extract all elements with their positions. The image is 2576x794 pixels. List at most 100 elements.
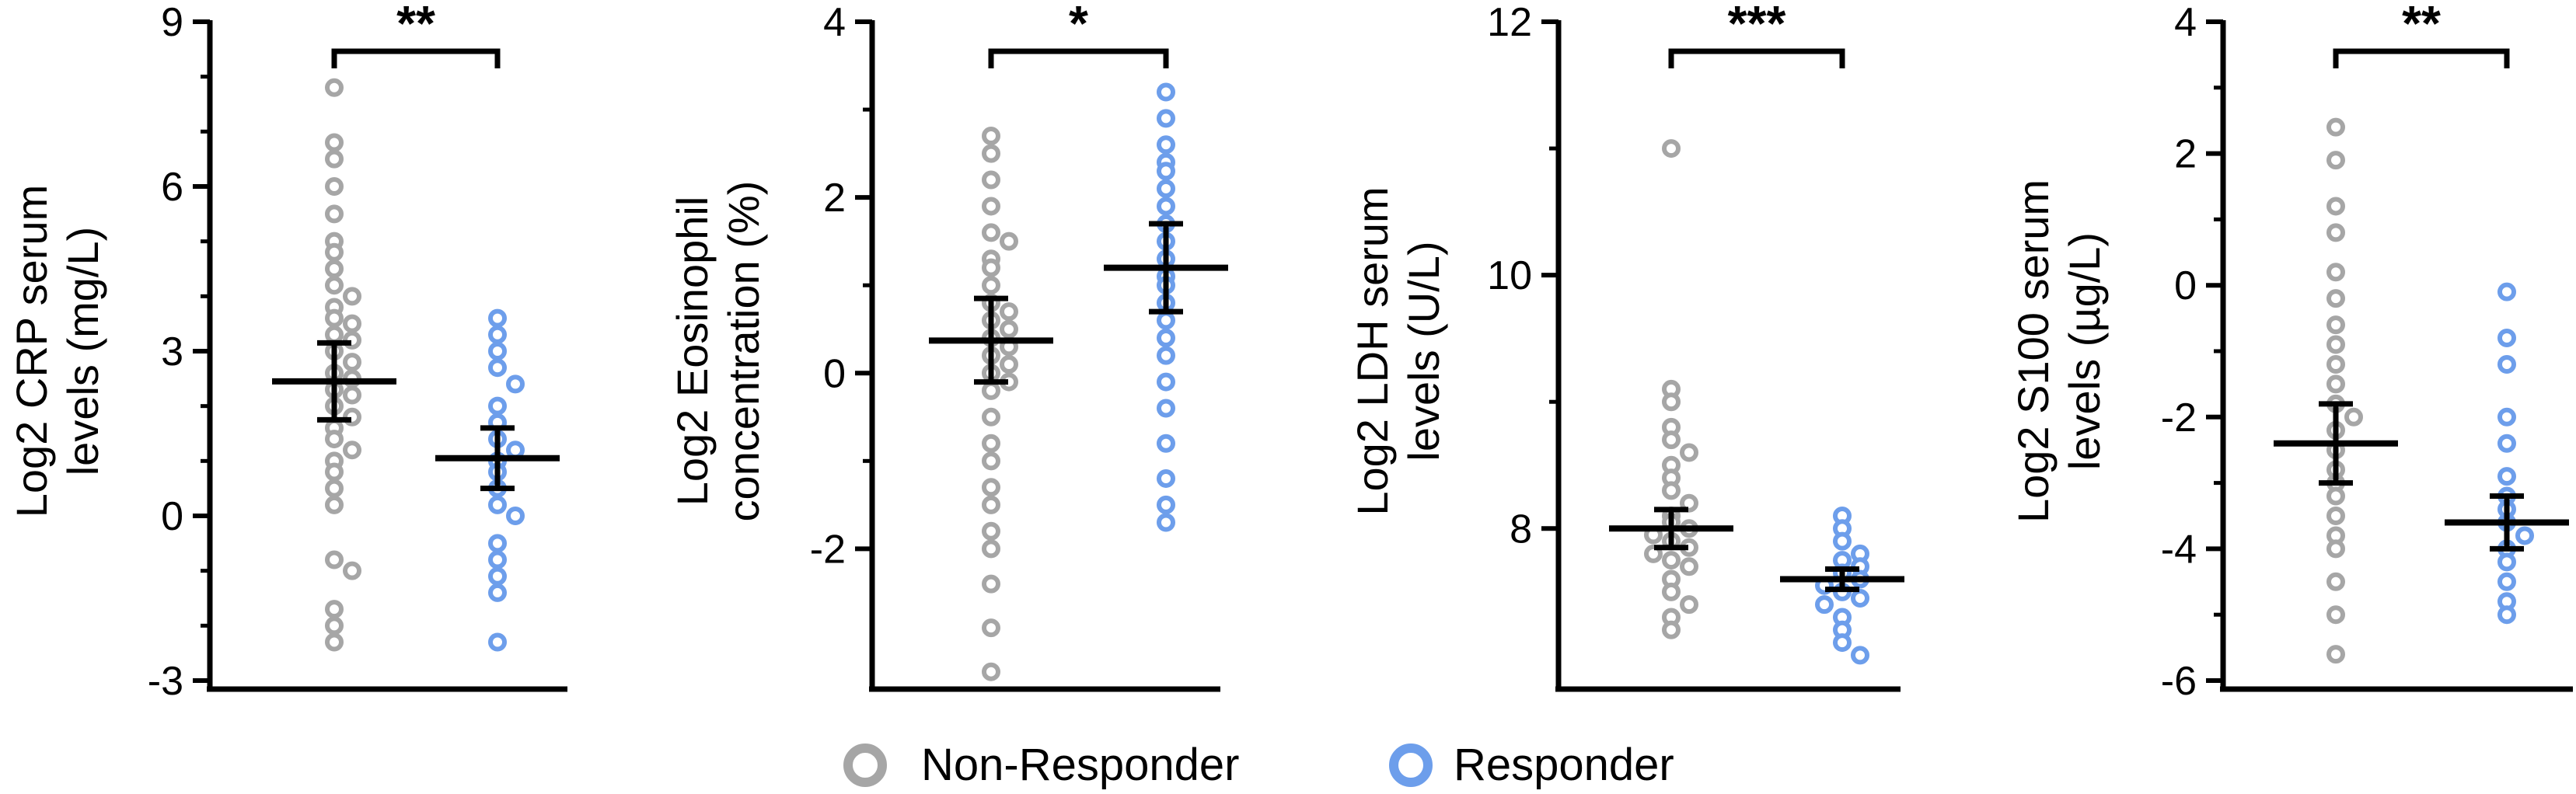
data-point — [2326, 507, 2345, 525]
data-point — [488, 308, 507, 328]
data-point — [1000, 302, 1018, 322]
legend-marker-non-responder — [843, 744, 887, 787]
panel-3: 8 10 12 Log2 LDH serumlevels (U/L) *** — [1348, 0, 1904, 692]
data-point — [982, 381, 1000, 400]
data-point — [2515, 526, 2534, 545]
y-tick-label: -2 — [810, 527, 846, 572]
data-point — [325, 204, 344, 224]
y-tick-label: 0 — [823, 351, 846, 396]
data-point — [982, 223, 1000, 242]
panel-4: -6 -4 -2 0 2 4 Log2 S100 serumlevels (µg/L) ** — [2009, 0, 2573, 704]
y-tick-label: -3 — [148, 659, 183, 704]
data-point — [325, 242, 344, 262]
y-axis-label: Log2 Eosinophilconcentration (%) — [668, 181, 768, 522]
y-axis-label: Log2 LDH serumlevels (U/L) — [1348, 186, 1448, 515]
data-point — [506, 374, 525, 394]
y-tick-label: 10 — [1487, 253, 1532, 298]
data-point — [982, 126, 1000, 145]
significance-label: * — [1069, 0, 1088, 51]
data-point — [1157, 346, 1175, 365]
y-axis-label: Log2 CRP serumlevels (mg/L) — [7, 185, 107, 518]
data-point — [325, 177, 344, 196]
data-point — [982, 451, 1000, 471]
data-point — [982, 478, 1000, 497]
significance-bracket — [988, 48, 1169, 68]
data-point — [325, 616, 344, 636]
data-point — [2497, 282, 2516, 301]
y-tick-label: -4 — [2161, 527, 2197, 572]
data-point — [982, 170, 1000, 190]
data-point — [325, 149, 344, 169]
data-point — [2497, 605, 2516, 625]
data-point — [325, 632, 344, 652]
data-point — [1644, 544, 1663, 563]
data-point — [1662, 139, 1681, 158]
data-point — [2344, 407, 2363, 427]
data-point — [982, 276, 1000, 295]
data-point — [343, 314, 361, 333]
data-point — [325, 600, 344, 619]
data-point — [343, 385, 361, 405]
data-point — [982, 197, 1000, 216]
data-point — [2497, 354, 2516, 374]
data-point — [2326, 335, 2345, 354]
data-point — [488, 495, 507, 514]
data-point — [1680, 595, 1698, 615]
y-tick-label: -6 — [2161, 659, 2197, 704]
data-point — [2497, 329, 2516, 348]
data-point — [2497, 467, 2516, 486]
significance-label: ** — [396, 0, 435, 51]
significance-bracket — [2333, 48, 2510, 68]
y-tick-label: 6 — [161, 165, 183, 210]
y-tick-label: 3 — [161, 329, 183, 374]
data-point — [506, 441, 525, 460]
data-point — [325, 308, 344, 328]
y-tick-label: 0 — [161, 494, 183, 539]
data-point — [488, 534, 507, 553]
y-axis-label-line: Log2 CRP serum — [7, 185, 56, 518]
data-point — [488, 583, 507, 602]
data-point — [343, 353, 361, 372]
data-point — [488, 632, 507, 652]
data-point — [2326, 605, 2345, 625]
significance-bracket — [331, 48, 501, 68]
data-point — [1157, 82, 1175, 102]
data-point — [1833, 531, 1852, 551]
y-tick-label: 12 — [1487, 0, 1532, 45]
data-point — [2326, 289, 2345, 308]
data-point — [1157, 162, 1175, 181]
data-point — [1662, 392, 1681, 412]
data-point — [1662, 481, 1681, 500]
data-point — [2326, 117, 2345, 137]
data-point — [982, 618, 1000, 638]
y-axis-label-line: levels (µg/L) — [2060, 232, 2109, 470]
data-point — [1680, 443, 1698, 462]
data-point — [343, 441, 361, 460]
data-point — [1157, 135, 1175, 155]
data-point — [1157, 513, 1175, 532]
data-point — [488, 396, 507, 416]
legend: Non-Responder Responder — [843, 740, 1674, 790]
data-point — [982, 407, 1000, 427]
data-point — [488, 358, 507, 378]
data-point — [1157, 434, 1175, 453]
data-point — [1000, 232, 1018, 251]
data-point — [2497, 407, 2516, 427]
data-point — [1157, 399, 1175, 418]
legend-label-responder: Responder — [1454, 740, 1674, 790]
data-point — [488, 342, 507, 360]
data-point — [2326, 572, 2345, 591]
data-point — [1000, 319, 1018, 339]
data-point — [325, 479, 344, 498]
data-point — [2497, 572, 2516, 591]
y-axis-label: Log2 S100 serumlevels (µg/L) — [2009, 179, 2109, 523]
data-point — [1662, 551, 1681, 570]
data-point — [1662, 620, 1681, 639]
data-point — [488, 325, 507, 344]
y-tick-label: 4 — [2174, 0, 2197, 45]
data-point — [1680, 557, 1698, 576]
data-point — [343, 287, 361, 306]
data-point — [1157, 372, 1175, 392]
panel-1: -3 0 3 6 9 Log2 CRP serumlevels (mg/L) ** — [7, 0, 567, 704]
data-point — [325, 462, 344, 482]
